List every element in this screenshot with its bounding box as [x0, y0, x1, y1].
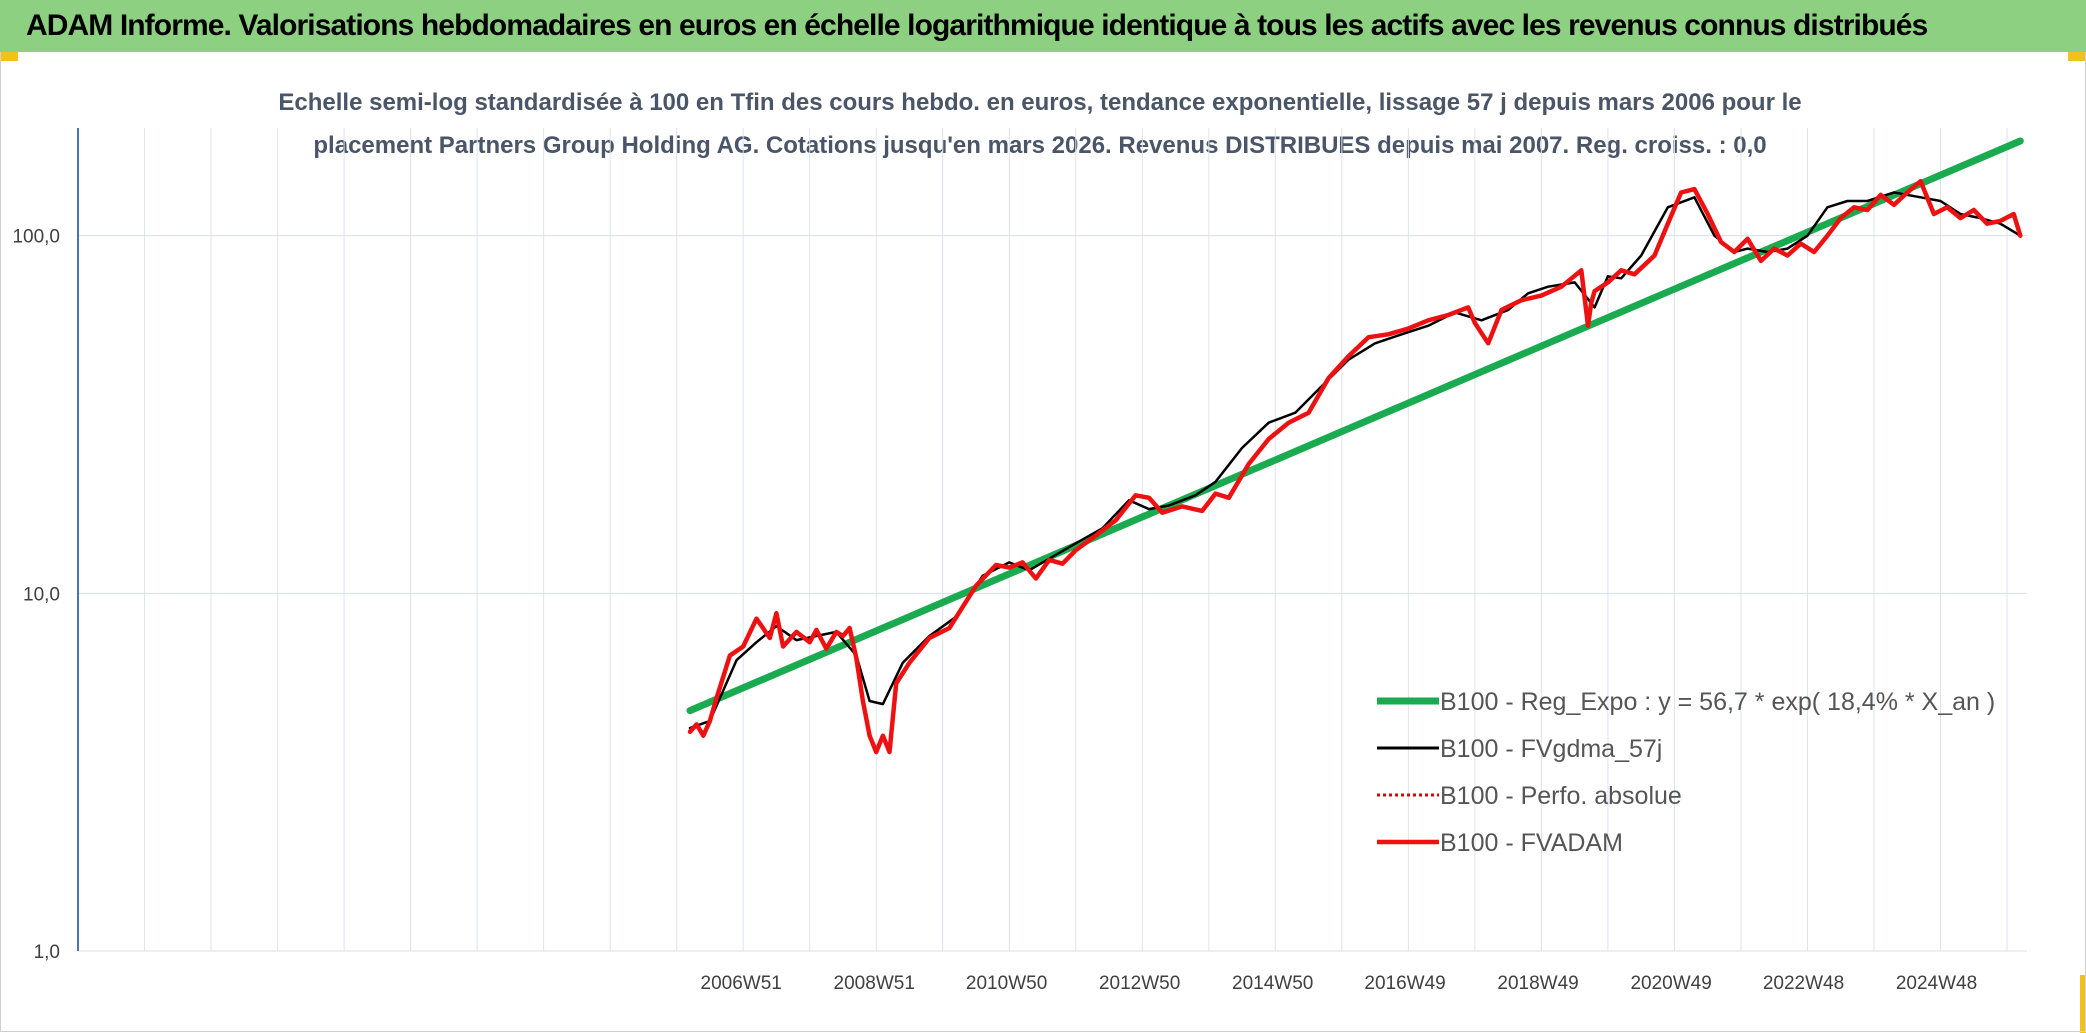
- x-tick-label: 2020W49: [1630, 973, 1711, 994]
- x-tick-label: 2010W50: [966, 973, 1047, 994]
- legend-label: B100 - FVgdma_57j: [1440, 735, 1662, 763]
- y-tick-label: 10,0: [23, 584, 60, 605]
- series-line-fvadam: [687, 178, 2023, 755]
- report-title: ADAM Informe. Valorisations hebdomadaire…: [26, 9, 1928, 42]
- x-tick-label: 2024W48: [1896, 973, 1977, 994]
- legend: B100 - Reg_Expo : y = 56,7 * exp( 18,4% …: [1377, 688, 1995, 857]
- x-tick-label: 2016W49: [1364, 973, 1445, 994]
- x-tick-label: 2018W49: [1497, 973, 1578, 994]
- chart-subtitle-line-1: Echelle semi-log standardisée à 100 en T…: [278, 89, 1801, 116]
- y-tick-label: 100,0: [12, 227, 60, 248]
- title-banner: ADAM Informe. Valorisations hebdomadaire…: [0, 0, 2086, 52]
- x-tick-label: 2006W51: [701, 973, 782, 994]
- legend-label: B100 - FVADAM: [1440, 829, 1623, 857]
- corner-accent-bottom-right: [2080, 975, 2086, 1033]
- horizontal-gridlines: [78, 235, 2027, 952]
- y-tick-labels: 1,0 10,0 100,0: [12, 227, 60, 963]
- vertical-gridlines: [77, 128, 2008, 951]
- corner-accent-top-right: [2068, 52, 2086, 61]
- x-tick-labels: 2006W51 2008W51 2010W50 2012W50 2014W50 2016W…: [701, 973, 1978, 994]
- series-line-trend: [686, 137, 2024, 715]
- x-tick-label: 2022W48: [1763, 973, 1844, 994]
- legend-label: B100 - Perfo. absolue: [1440, 782, 1682, 810]
- x-tick-label: 2012W50: [1099, 973, 1180, 994]
- legend-label: B100 - Reg_Expo : y = 56,7 * exp( 18,4% …: [1440, 688, 1995, 716]
- chart-subtitle-line-2: placement Partners Group Holding AG. Cot…: [313, 132, 1766, 159]
- y-tick-label: 1,0: [34, 942, 60, 963]
- series-layer: [686, 137, 2024, 755]
- x-tick-label: 2008W51: [834, 973, 915, 994]
- series-line-smooth: [688, 191, 2022, 730]
- corner-accent-top-left: [0, 52, 18, 61]
- x-tick-label: 2014W50: [1232, 973, 1313, 994]
